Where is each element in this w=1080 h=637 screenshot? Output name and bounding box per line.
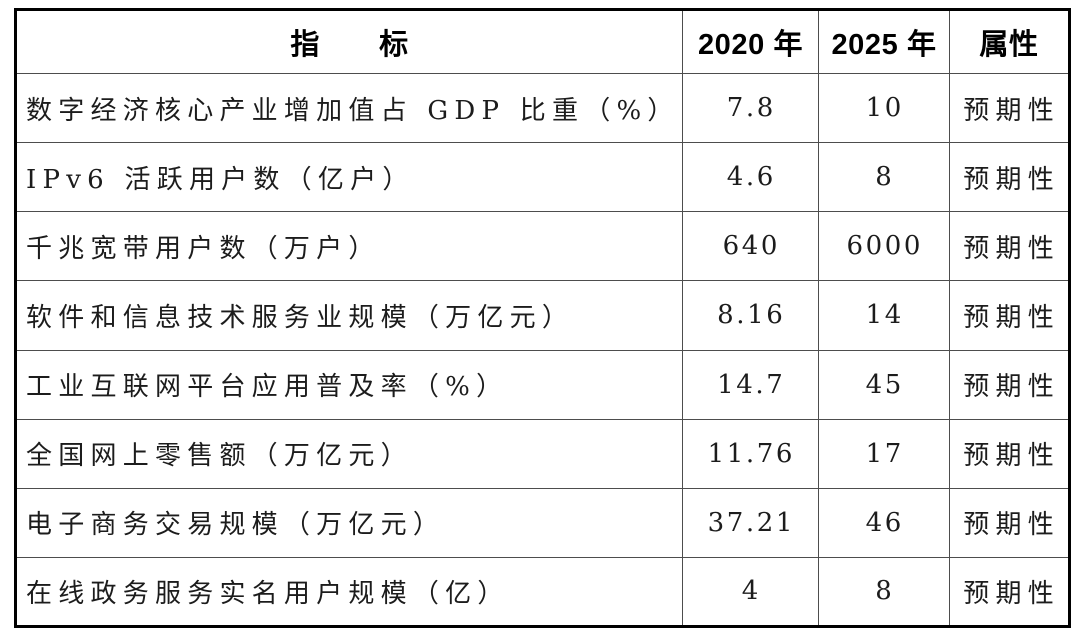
table-row: 电子商务交易规模（万亿元） 37.21 46 预期性: [15, 487, 1070, 558]
value-2020-cell: 4: [682, 556, 819, 628]
attribute-cell: 预期性: [949, 142, 1070, 213]
attribute-cell: 预期性: [949, 280, 1070, 351]
indicator-cell: 千兆宽带用户数（万户）: [15, 211, 683, 282]
table-row: 工业互联网平台应用普及率（%） 14.7 45 预期性: [15, 349, 1070, 420]
table-row: 软件和信息技术服务业规模（万亿元） 8.16 14 预期性: [15, 280, 1070, 351]
value-2020-cell: 11.76: [682, 418, 819, 489]
indicator-cell: 软件和信息技术服务业规模（万亿元）: [15, 280, 683, 351]
value-2025-cell: 6000: [818, 211, 950, 282]
value-2025-cell: 8: [818, 142, 950, 213]
value-2020-cell: 37.21: [682, 487, 819, 558]
col-header-2025: 2025 年: [818, 9, 950, 74]
table-row: 千兆宽带用户数（万户） 640 6000 预期性: [15, 211, 1070, 282]
indicator-cell: IPv6 活跃用户数（亿户）: [15, 142, 683, 213]
col-header-indicator: 指 标: [15, 9, 683, 74]
attribute-cell: 预期性: [949, 556, 1070, 628]
table-body: 数字经济核心产业增加值占 GDP 比重（%） 7.8 10 预期性 IPv6 活…: [15, 72, 1070, 628]
table-header: 指 标 2020 年 2025 年 属性: [15, 9, 1070, 74]
value-2025-cell: 10: [818, 72, 950, 144]
value-2025-cell: 8: [818, 556, 950, 628]
value-2020-cell: 8.16: [682, 280, 819, 351]
indicator-cell: 数字经济核心产业增加值占 GDP 比重（%）: [15, 72, 683, 144]
value-2020-cell: 4.6: [682, 142, 819, 213]
indicator-cell: 在线政务服务实名用户规模（亿）: [15, 556, 683, 628]
header-row: 指 标 2020 年 2025 年 属性: [15, 9, 1070, 74]
col-header-attribute: 属性: [949, 9, 1070, 74]
value-2020-cell: 7.8: [682, 72, 819, 144]
table-row: 全国网上零售额（万亿元） 11.76 17 预期性: [15, 418, 1070, 489]
attribute-cell: 预期性: [949, 72, 1070, 144]
attribute-cell: 预期性: [949, 487, 1070, 558]
indicator-cell: 电子商务交易规模（万亿元）: [15, 487, 683, 558]
value-2025-cell: 14: [818, 280, 950, 351]
value-2025-cell: 45: [818, 349, 950, 420]
col-header-2020: 2020 年: [682, 9, 819, 74]
table-row: 数字经济核心产业增加值占 GDP 比重（%） 7.8 10 预期性: [15, 72, 1070, 144]
attribute-cell: 预期性: [949, 211, 1070, 282]
indicator-cell: 工业互联网平台应用普及率（%）: [15, 349, 683, 420]
value-2025-cell: 46: [818, 487, 950, 558]
table-row: IPv6 活跃用户数（亿户） 4.6 8 预期性: [15, 142, 1070, 213]
indicator-cell: 全国网上零售额（万亿元）: [15, 418, 683, 489]
value-2020-cell: 14.7: [682, 349, 819, 420]
attribute-cell: 预期性: [949, 349, 1070, 420]
value-2020-cell: 640: [682, 211, 819, 282]
value-2025-cell: 17: [818, 418, 950, 489]
attribute-cell: 预期性: [949, 418, 1070, 489]
table-row: 在线政务服务实名用户规模（亿） 4 8 预期性: [15, 556, 1070, 628]
indicators-table: 指 标 2020 年 2025 年 属性 数字经济核心产业增加值占 GDP 比重…: [14, 8, 1071, 628]
